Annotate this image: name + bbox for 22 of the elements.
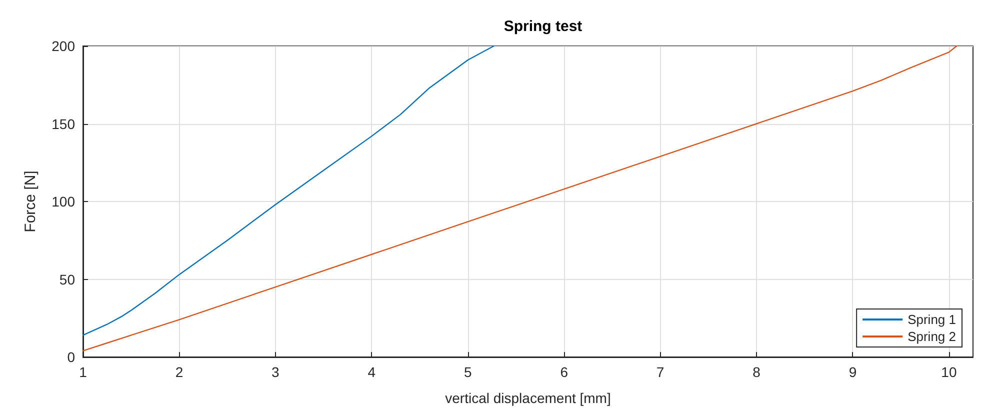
legend-label: Spring 1 xyxy=(908,312,956,327)
x-tick-label: 1 xyxy=(79,364,88,380)
y-tick-label: 150 xyxy=(52,116,76,132)
y-axis-title: Force [N] xyxy=(22,170,39,232)
x-tick-label: 7 xyxy=(656,364,664,380)
x-tick-label: 8 xyxy=(752,364,761,380)
x-tick-label: 9 xyxy=(848,364,857,380)
y-tick-label: 100 xyxy=(52,194,76,210)
chart-title: Spring test xyxy=(504,18,582,35)
line-series xyxy=(82,45,494,336)
line-series xyxy=(82,45,958,352)
x-tick-label: 5 xyxy=(464,364,472,380)
legend-label: Spring 2 xyxy=(908,329,956,344)
x-axis-title: vertical displacement [mm] xyxy=(445,390,611,406)
x-tick-label: 4 xyxy=(368,364,376,380)
x-tick-label: 2 xyxy=(175,364,184,380)
y-tick-label: 200 xyxy=(52,38,76,54)
x-tick-label: 3 xyxy=(272,364,280,380)
x-tick-label: 10 xyxy=(941,364,957,380)
x-tick-label: 6 xyxy=(560,364,568,380)
y-tick-label: 0 xyxy=(67,349,76,365)
y-tick-label: 50 xyxy=(59,271,76,288)
